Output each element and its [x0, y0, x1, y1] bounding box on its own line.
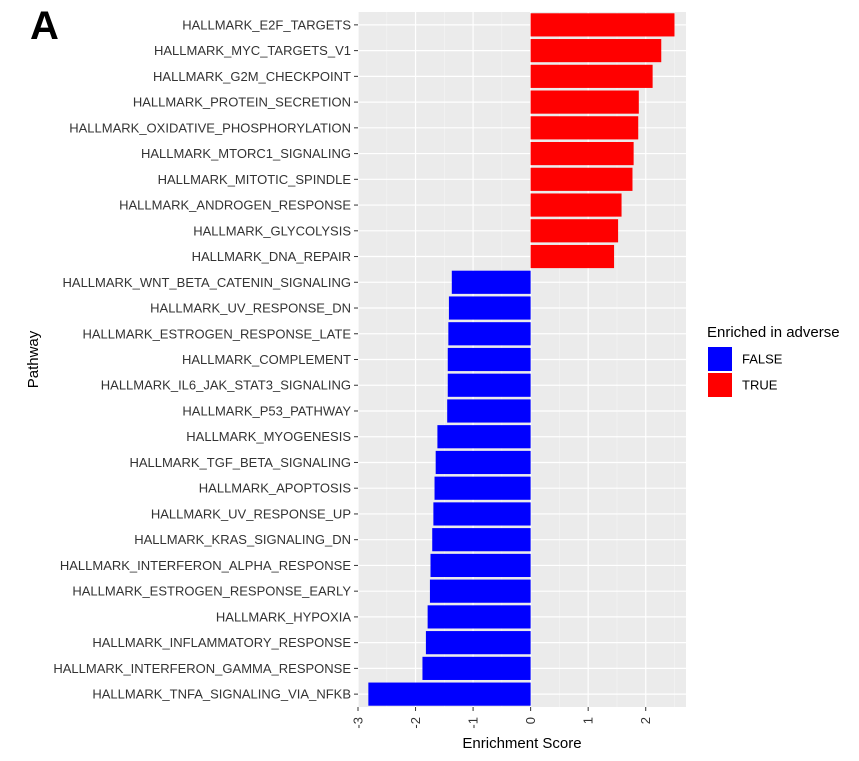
bar	[530, 39, 662, 63]
bar	[422, 656, 531, 680]
legend-key	[708, 373, 732, 397]
y-tick-label: HALLMARK_OXIDATIVE_PHOSPHORYLATION	[69, 120, 351, 135]
y-tick-label: HALLMARK_APOPTOSIS	[199, 481, 352, 496]
x-tick-label: -3	[351, 717, 366, 729]
bar	[432, 528, 531, 552]
y-tick-label: HALLMARK_MYC_TARGETS_V1	[154, 43, 351, 58]
y-tick-label: HALLMARK_TNFA_SIGNALING_VIA_NFKB	[92, 687, 351, 702]
x-tick-label: -2	[408, 717, 423, 729]
y-tick-label: HALLMARK_KRAS_SIGNALING_DN	[134, 532, 351, 547]
bar	[530, 90, 639, 114]
bar	[530, 167, 633, 191]
legend-label: TRUE	[742, 378, 778, 393]
x-axis-title: Enrichment Score	[462, 735, 581, 752]
bar	[368, 682, 531, 706]
bars	[368, 13, 675, 706]
y-tick-label: HALLMARK_WNT_BETA_CATENIN_SIGNALING	[63, 275, 351, 290]
y-tick-label: HALLMARK_PROTEIN_SECRETION	[133, 95, 351, 110]
x-tick-label: 1	[581, 717, 596, 724]
bar	[434, 476, 531, 500]
y-tick-label: HALLMARK_E2F_TARGETS	[182, 17, 351, 32]
legend-label: FALSE	[742, 352, 783, 367]
x-tick-label: -1	[466, 717, 481, 729]
y-axis-title: Pathway	[25, 330, 42, 388]
bar	[447, 347, 531, 372]
x-tick-label: 2	[638, 717, 653, 724]
bar	[530, 193, 622, 217]
y-tick-label: HALLMARK_INTERFERON_GAMMA_RESPONSE	[53, 661, 351, 676]
bar	[530, 64, 653, 88]
bar	[437, 425, 531, 449]
y-tick-label: HALLMARK_DNA_REPAIR	[192, 249, 351, 264]
y-tick-label: HALLMARK_INTERFERON_ALPHA_RESPONSE	[60, 558, 351, 573]
bar	[530, 116, 639, 140]
y-tick-label: HALLMARK_IL6_JAK_STAT3_SIGNALING	[101, 378, 351, 393]
y-tick-label: HALLMARK_HYPOXIA	[216, 609, 351, 624]
y-tick-label: HALLMARK_MITOTIC_SPINDLE	[158, 172, 352, 187]
panel-label: A	[30, 4, 59, 48]
bar	[429, 579, 531, 603]
y-tick-label: HALLMARK_MTORC1_SIGNALING	[141, 146, 351, 161]
y-tick-label: HALLMARK_ANDROGEN_RESPONSE	[119, 198, 351, 213]
legend: Enriched in adverse FALSE TRUE	[707, 324, 840, 397]
y-tick-label: HALLMARK_ESTROGEN_RESPONSE_LATE	[82, 326, 351, 341]
bar	[435, 450, 531, 475]
legend-items: FALSE TRUE	[708, 347, 783, 397]
bar	[451, 270, 531, 294]
bar	[530, 219, 619, 243]
y-tick-labels: HALLMARK_E2F_TARGETS HALLMARK_MYC_TARGETS…	[53, 17, 358, 702]
x-tick-label: 0	[523, 717, 538, 724]
bar	[448, 322, 531, 346]
bar	[425, 631, 531, 655]
bar	[430, 553, 531, 578]
y-tick-label: HALLMARK_TGF_BETA_SIGNALING	[129, 455, 351, 470]
y-tick-label: HALLMARK_GLYCOLYSIS	[193, 223, 351, 238]
x-ticks: -3 -2 -1 0 1 2	[351, 707, 653, 729]
legend-title: Enriched in adverse	[707, 324, 840, 341]
bar	[447, 399, 531, 423]
y-tick-label: HALLMARK_INFLAMMATORY_RESPONSE	[92, 635, 351, 650]
legend-key	[708, 347, 732, 371]
bar	[448, 296, 531, 320]
y-tick-label: HALLMARK_UV_RESPONSE_DN	[150, 301, 351, 316]
bar	[530, 13, 675, 37]
y-tick-label: HALLMARK_ESTROGEN_RESPONSE_EARLY	[72, 584, 351, 599]
y-tick-label: HALLMARK_G2M_CHECKPOINT	[153, 69, 351, 84]
bar	[427, 605, 531, 629]
bar	[433, 502, 531, 526]
y-tick-label: HALLMARK_COMPLEMENT	[182, 352, 351, 367]
bar	[530, 244, 615, 269]
y-tick-label: HALLMARK_UV_RESPONSE_UP	[151, 506, 351, 521]
y-tick-label: HALLMARK_P53_PATHWAY	[182, 403, 351, 418]
y-tick-label: HALLMARK_MYOGENESIS	[186, 429, 351, 444]
bar	[530, 141, 634, 166]
bar	[447, 373, 531, 397]
